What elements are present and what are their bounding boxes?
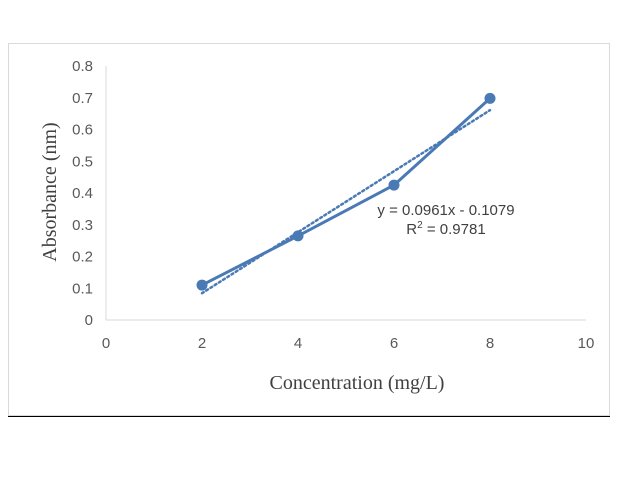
x-tick-label: 6 xyxy=(390,335,398,352)
data-point xyxy=(388,179,400,191)
series-line xyxy=(201,97,492,287)
y-tick-label: 0.5 xyxy=(72,153,93,170)
y-tick-label: 0.7 xyxy=(72,90,93,107)
series-group xyxy=(201,97,492,287)
chart-bottom-rule xyxy=(8,416,610,417)
y-tick-label: 0 xyxy=(85,312,93,329)
y-tick-label: 0.6 xyxy=(72,122,93,139)
x-tick-label: 8 xyxy=(486,335,494,352)
x-tick-labels: 0 2 4 6 8 10 xyxy=(102,335,595,352)
marker-group xyxy=(196,92,496,291)
y-tick-label: 0.1 xyxy=(72,280,93,297)
data-point xyxy=(292,230,304,242)
data-point xyxy=(196,279,208,291)
y-tick-labels: 0 0.1 0.2 0.3 0.4 0.5 0.6 0.7 0.8 xyxy=(72,58,93,329)
x-tick-label: 0 xyxy=(102,335,110,352)
y-axis-title: Absorbance (nm) xyxy=(39,122,61,261)
trendline-r-squared: R2 = 0.9781 xyxy=(406,220,485,238)
x-tick-label: 2 xyxy=(198,335,206,352)
y-tick-label: 0.3 xyxy=(72,217,93,234)
x-tick-label: 4 xyxy=(294,335,302,352)
x-axis-title: Concentration (mg/L) xyxy=(270,372,445,394)
y-tick-label: 0.8 xyxy=(72,58,93,75)
axes xyxy=(105,66,586,321)
x-tick-label: 10 xyxy=(578,335,595,352)
y-tick-label: 0.2 xyxy=(72,249,93,266)
y-tick-label: 0.4 xyxy=(72,185,93,202)
trendline-equation: y = 0.0961x - 0.1079 xyxy=(377,202,514,219)
data-point xyxy=(484,92,496,104)
